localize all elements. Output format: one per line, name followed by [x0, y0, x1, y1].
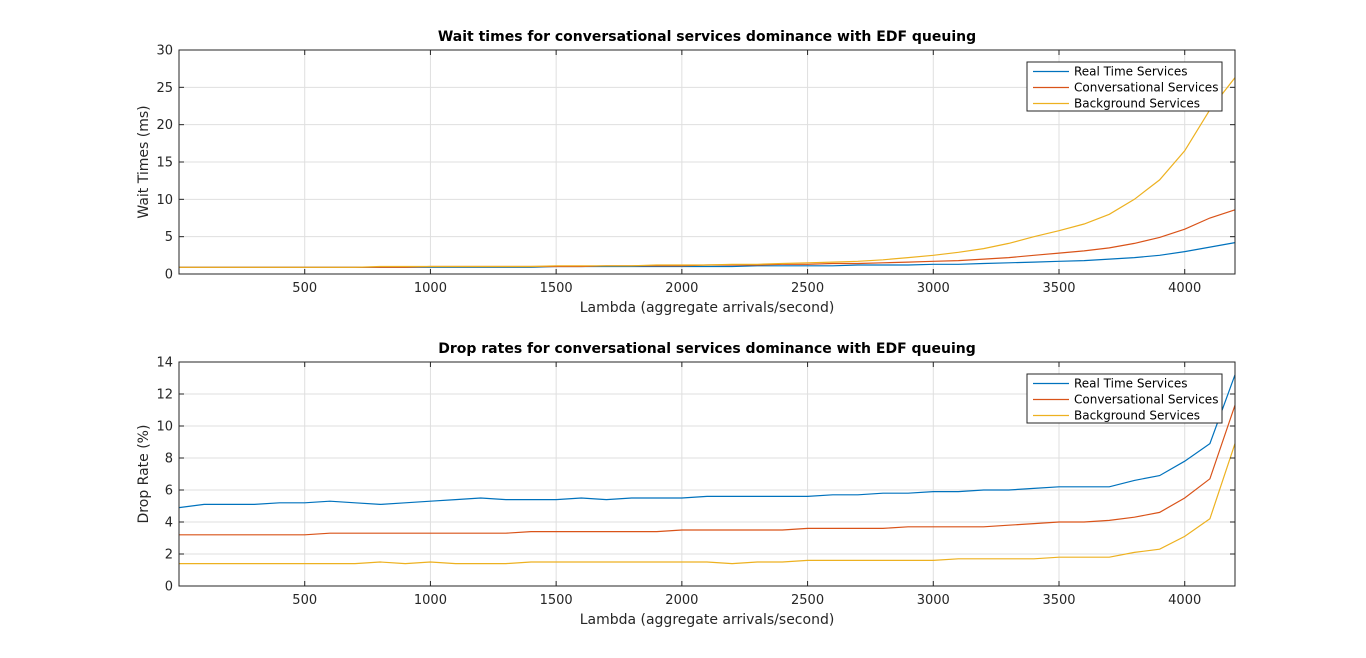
y-tick-label: 5: [165, 230, 173, 245]
y-tick-label: 0: [165, 580, 173, 595]
y-tick-label: 0: [165, 268, 173, 283]
series-line-conversational-services: [179, 405, 1236, 536]
y-axis-label: Drop Rate (%): [136, 425, 152, 524]
legend: Real Time Services Conversational Service…: [1026, 373, 1223, 424]
chart-title: Wait times for conversational services d…: [438, 29, 976, 45]
legend-entry: Conversational Services: [1074, 393, 1218, 407]
x-tick-label: 1000: [414, 593, 447, 608]
legend-box: [1026, 61, 1223, 112]
y-tick-label: 6: [165, 484, 173, 499]
x-tick-label: 3500: [1042, 281, 1075, 296]
series-line-real-time-services: [178, 374, 1236, 509]
x-tick-label: 3500: [1042, 593, 1075, 608]
x-axis-label: Lambda (aggregate arrivals/second): [580, 612, 835, 628]
x-tick-label: 1000: [414, 281, 447, 296]
x-tick-label: 2500: [791, 281, 824, 296]
x-tick-label: 500: [292, 593, 317, 608]
series-line-background-services: [179, 77, 1236, 268]
x-tick-label: 3000: [917, 593, 950, 608]
y-tick-label: 20: [156, 118, 173, 133]
x-tick-label: 3000: [917, 281, 950, 296]
legend-entry: Real Time Services: [1074, 377, 1187, 391]
legend-entry: Real Time Services: [1074, 65, 1187, 79]
y-tick-label: 10: [156, 420, 173, 435]
drop-rates-chart: 500 1000 1500 2000 2500 3000 3500 4000 0 2 4 6 8 10 12…: [136, 341, 1236, 628]
x-tick-label: 1500: [540, 281, 573, 296]
legend-box: [1026, 373, 1223, 424]
y-tick-label: 10: [156, 193, 173, 208]
y-tick-label: 14: [156, 356, 173, 371]
x-tick-label: 2000: [665, 281, 698, 296]
y-axis-label: Wait Times (ms): [136, 105, 152, 218]
x-tick-label: 500: [292, 281, 317, 296]
wait-times-chart: 500 1000 1500 2000 2500 3000 3500 4000 0 5 10 15 20 2…: [136, 29, 1236, 316]
y-tick-label: 25: [156, 81, 173, 96]
series-line-background-services: [179, 443, 1236, 565]
chart-title: Drop rates for conversational services d…: [438, 341, 976, 357]
x-tick-label: 1500: [540, 593, 573, 608]
legend-entry: Conversational Services: [1074, 81, 1218, 95]
y-tick-label: 30: [156, 44, 173, 59]
y-tick-label: 15: [156, 156, 173, 171]
x-axis-label: Lambda (aggregate arrivals/second): [580, 300, 835, 316]
legend-entry: Background Services: [1074, 409, 1200, 423]
y-tick-label: 8: [165, 452, 173, 467]
legend: Real Time Services Conversational Service…: [1026, 61, 1223, 112]
x-tick-label: 2500: [791, 593, 824, 608]
axes-box: [178, 361, 1236, 587]
legend-entry: Background Services: [1074, 97, 1200, 111]
x-tick-label: 4000: [1168, 281, 1201, 296]
y-tick-label: 2: [165, 548, 173, 563]
x-tick-label: 4000: [1168, 593, 1201, 608]
y-tick-label: 4: [165, 516, 173, 531]
y-tick-label: 12: [156, 388, 173, 403]
x-tick-label: 2000: [665, 593, 698, 608]
